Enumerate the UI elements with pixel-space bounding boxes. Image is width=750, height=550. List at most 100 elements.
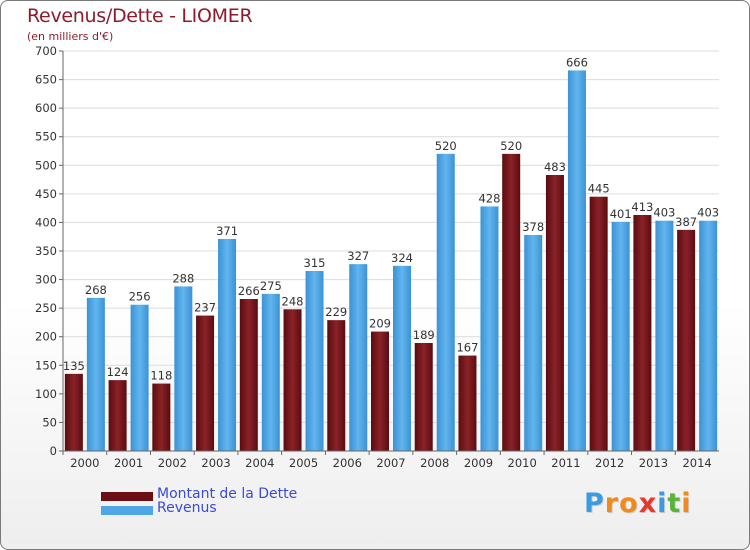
bar-revenus	[130, 304, 149, 451]
data-label-dette: 520	[500, 139, 522, 153]
bars	[64, 70, 718, 451]
y-tick-label: 150	[35, 358, 57, 372]
bar-revenus	[567, 70, 586, 451]
bar-dette	[283, 309, 302, 451]
bar-dette	[677, 229, 696, 451]
legend-label-revenus: Revenus	[157, 500, 217, 516]
bar-revenus	[524, 235, 543, 451]
x-tick-label: 2000	[70, 456, 99, 470]
proxiti-logo: Proxiti	[584, 488, 692, 519]
y-tick-label: 500	[35, 158, 57, 172]
data-label-dette: 167	[456, 341, 478, 355]
y-tick-label: 0	[50, 444, 57, 458]
y-tick-label: 600	[35, 101, 57, 115]
x-tick-label: 2005	[289, 456, 318, 470]
logo-letter: x	[638, 488, 658, 519]
x-tick-label: 2012	[595, 456, 624, 470]
bar-dette	[414, 343, 433, 451]
bar-dette	[633, 215, 652, 451]
y-tick-label: 450	[35, 187, 57, 201]
logo-letter: i	[681, 488, 692, 519]
x-tick-label: 2010	[508, 456, 537, 470]
data-label-revenus: 315	[304, 256, 326, 270]
logo-letter: t	[667, 488, 682, 519]
bar-revenus	[699, 220, 718, 451]
y-tick-label: 700	[35, 44, 57, 58]
y-tick-label: 250	[35, 301, 57, 315]
y-tick-label: 350	[35, 244, 57, 258]
data-label-dette: 266	[238, 284, 260, 298]
x-tick-label: 2004	[245, 456, 274, 470]
y-tick-label: 300	[35, 273, 57, 287]
data-label-dette: 237	[194, 301, 216, 315]
data-label-revenus: 256	[129, 290, 151, 304]
data-label-dette: 413	[631, 200, 653, 214]
y-tick-label: 650	[35, 73, 57, 87]
bar-revenus	[261, 293, 280, 451]
bar-dette	[108, 380, 127, 451]
data-label-revenus: 268	[85, 283, 107, 297]
data-label-dette: 229	[325, 305, 347, 319]
x-tick-label: 2009	[464, 456, 493, 470]
y-tick-label: 100	[35, 387, 57, 401]
legend-label-dette: Montant de la Dette	[157, 486, 298, 502]
x-tick-label: 2008	[420, 456, 449, 470]
data-label-dette: 135	[63, 359, 85, 373]
axes: 0 50 100 150 200 250 300 350 400 450 500 550 600 650 7…	[35, 44, 719, 470]
bar-dette	[545, 175, 564, 451]
data-label-dette: 248	[282, 294, 304, 308]
data-label-dette: 189	[413, 328, 435, 342]
data-label-dette: 118	[150, 369, 172, 383]
data-label-revenus: 288	[172, 271, 194, 285]
data-label-revenus: 520	[435, 139, 457, 153]
bar-revenus	[174, 286, 193, 451]
x-tick-label: 2014	[682, 456, 711, 470]
data-label-dette: 483	[544, 160, 566, 174]
data-label-revenus: 324	[391, 251, 413, 265]
chart-title: Revenus/Dette - LIOMER	[27, 5, 253, 27]
bar-dette	[64, 373, 83, 451]
data-label-revenus: 403	[697, 206, 719, 220]
bar-dette	[196, 315, 215, 451]
x-tick-label: 2006	[333, 456, 362, 470]
bar-dette	[502, 153, 521, 451]
x-tick-label: 2001	[114, 456, 143, 470]
grid-lines	[63, 50, 719, 423]
y-tick-label: 550	[35, 130, 57, 144]
bar-revenus	[480, 206, 499, 451]
bar-dette	[239, 299, 258, 451]
bar-dette	[589, 196, 608, 451]
data-label-revenus: 275	[260, 279, 282, 293]
bar-dette	[327, 320, 346, 451]
data-label-revenus: 666	[566, 55, 588, 69]
x-tick-label: 2013	[639, 456, 668, 470]
data-label-dette: 445	[588, 182, 610, 196]
data-label-dette: 209	[369, 317, 391, 331]
x-tick-label: 2007	[376, 456, 405, 470]
legend-swatch-revenus	[101, 506, 153, 515]
data-label-revenus: 401	[610, 207, 632, 221]
bar-dette	[371, 331, 389, 451]
bar-revenus	[393, 265, 411, 451]
data-label-revenus: 327	[347, 249, 369, 263]
data-label-revenus: 378	[522, 220, 544, 234]
logo-letter: r	[604, 488, 620, 519]
bar-revenus	[305, 271, 324, 451]
logo-letter: o	[619, 488, 639, 519]
logo-letter: i	[657, 488, 668, 519]
bar-dette	[152, 383, 171, 451]
x-tick-label: 2003	[201, 456, 230, 470]
bar-revenus	[86, 297, 105, 451]
bar-revenus	[349, 264, 368, 451]
data-label-revenus: 403	[653, 206, 675, 220]
legend-swatch-dette	[101, 492, 153, 501]
x-tick-label: 2011	[551, 456, 580, 470]
data-label-revenus: 371	[216, 224, 238, 238]
data-label-revenus: 428	[478, 191, 500, 205]
logo-letter: P	[584, 488, 605, 519]
y-tick-label: 50	[42, 415, 57, 429]
bar-revenus	[611, 221, 630, 451]
